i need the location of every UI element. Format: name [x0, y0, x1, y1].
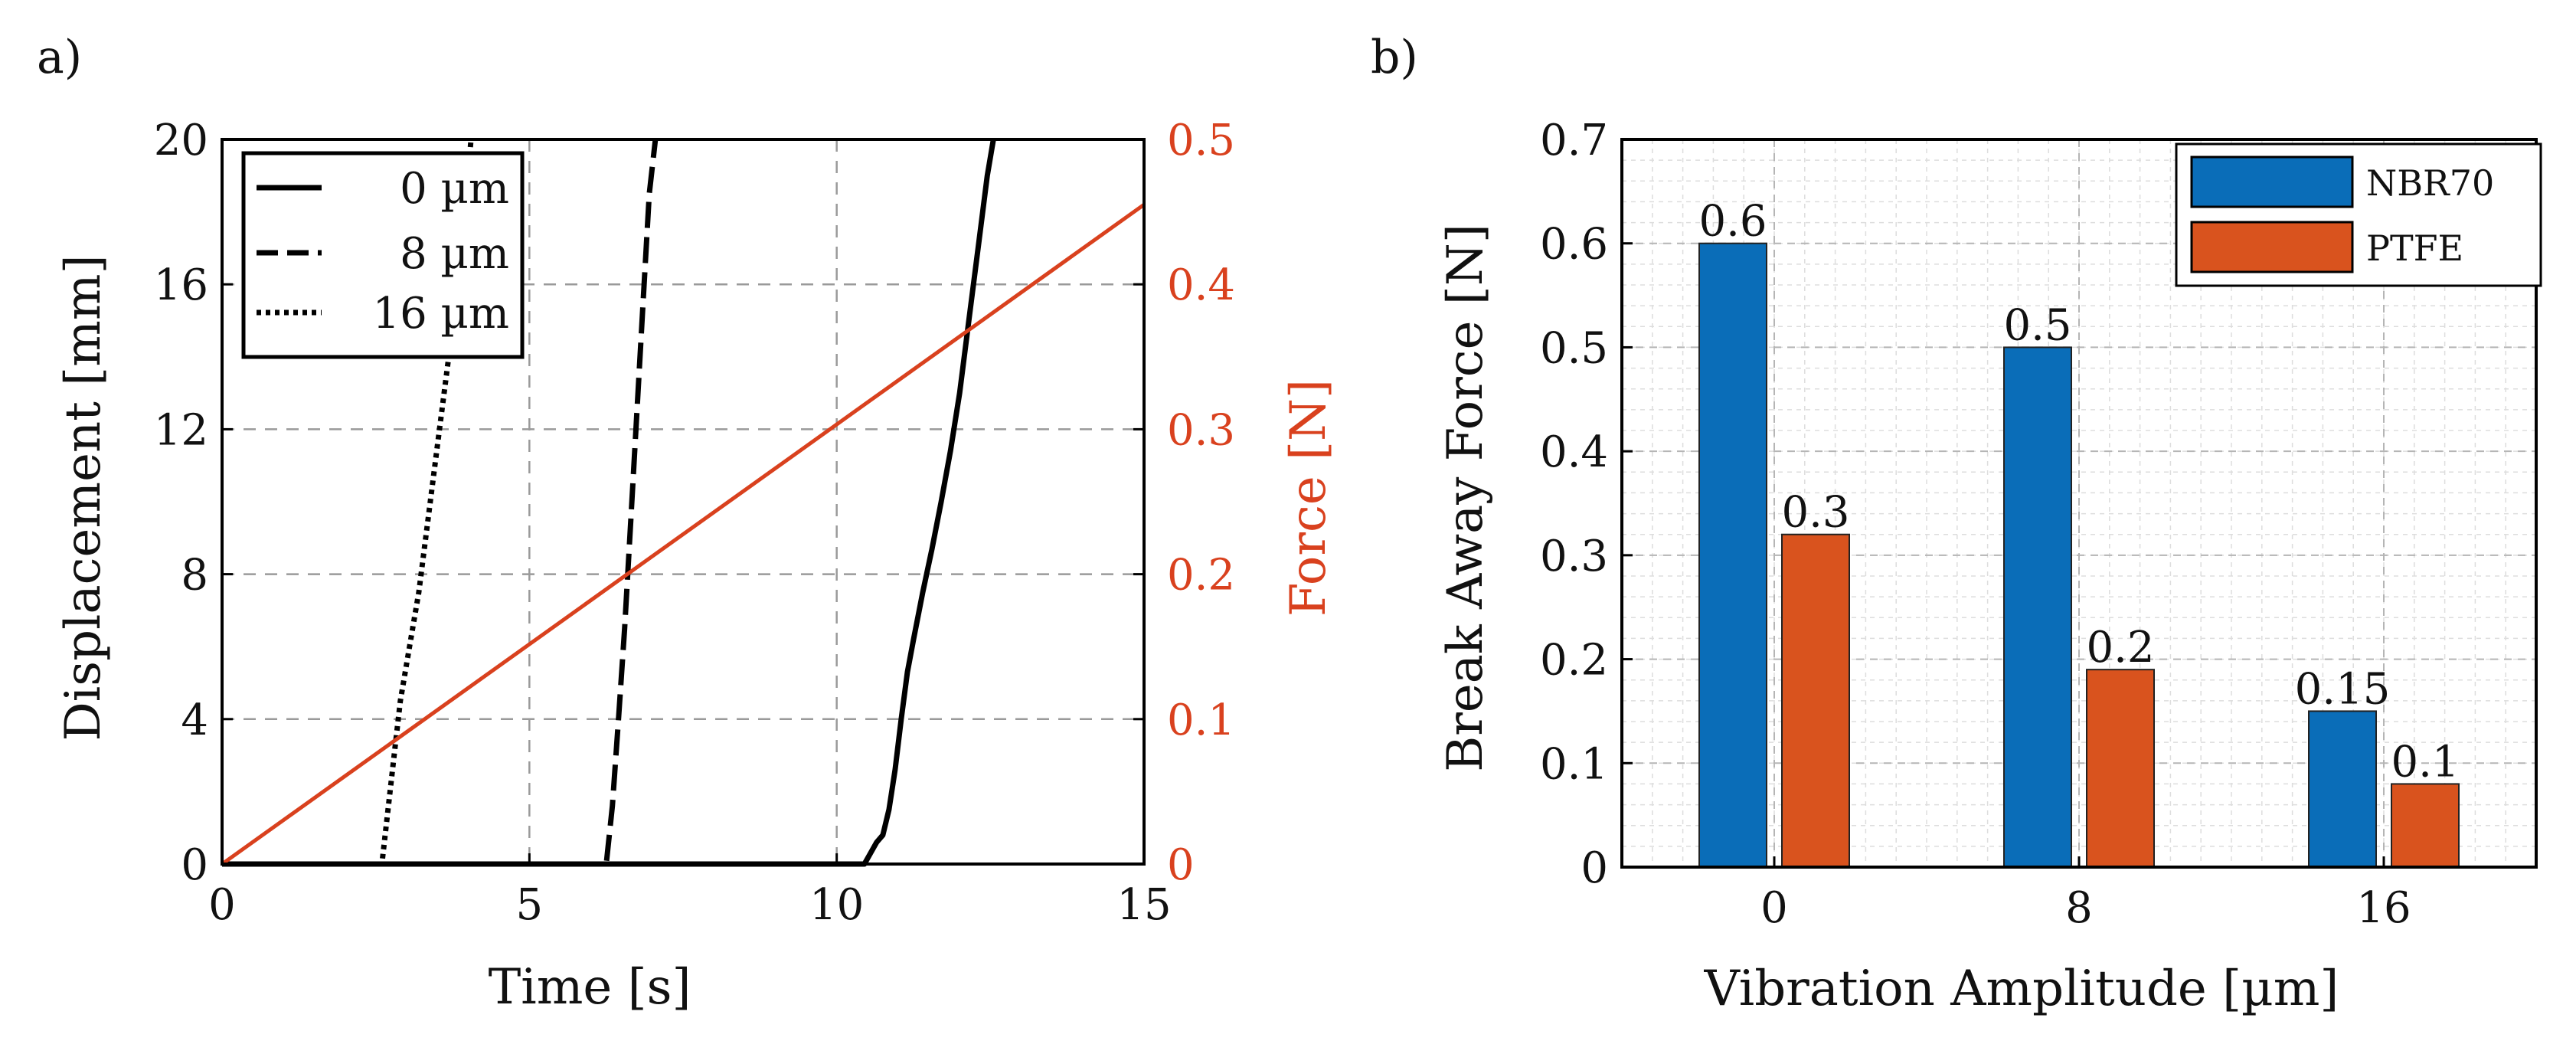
- y-tick-label: 0.2: [1540, 636, 1608, 686]
- y-tick-label: 16: [154, 260, 208, 310]
- legend-label-0um: 0 µm: [400, 164, 509, 214]
- panel-a-y2-axis-label: Force [N]: [1280, 379, 1337, 617]
- legend-label-16um: 16 µm: [372, 289, 509, 339]
- panel-b-y-axis-label: Break Away Force [N]: [1437, 224, 1494, 772]
- y-tick-label: 0.6: [1540, 220, 1608, 270]
- panel-b-ticks: 0 0.1 0.2 0.3 0.4 0.5 0.6 0.7 0 8 16: [1540, 116, 2411, 933]
- bar-ptfe-0: [1781, 533, 1850, 868]
- panel-b-bar-chart: b) 0.60.50.150.30.20.1 00.10.20.30.40.50…: [1371, 31, 2542, 1017]
- data-label-ptfe-8: 0.2: [2086, 623, 2154, 673]
- panel-b-label: b): [1371, 31, 1418, 84]
- bar-ptfe-8: [2086, 669, 2155, 869]
- bar-ptfe-16: [2391, 783, 2460, 869]
- series-line-0-m: [222, 139, 996, 867]
- data-label-ptfe-0: 0.3: [1781, 488, 1849, 538]
- legend-swatch-nbr70: [2190, 155, 2354, 208]
- y2-tick-label: 0: [1167, 840, 1195, 890]
- y-tick-label: 20: [154, 116, 208, 165]
- y2-tick-label: 0.1: [1167, 696, 1235, 745]
- bar-nbr70-0: [1698, 242, 1767, 868]
- series-line-force: [221, 203, 1146, 866]
- data-label-nbr70-0: 0.6: [1698, 197, 1767, 247]
- bar-nbr70-16: [2308, 710, 2377, 869]
- y-tick-label: 12: [154, 405, 208, 455]
- panel-a-plot-frame: [221, 138, 1146, 866]
- panel-a-grid: [222, 139, 1144, 864]
- y2-tick-label: 0.5: [1167, 116, 1235, 165]
- panel-b-x-axis-label: Vibration Amplitude [µm]: [1704, 961, 2339, 1017]
- x-tick-label: 10: [809, 880, 864, 930]
- panel-a-x-axis-label: Time [s]: [489, 959, 691, 1016]
- y2-tick-label: 0.4: [1167, 260, 1235, 310]
- bar-nbr70-8: [2003, 346, 2072, 868]
- x-tick-label: 15: [1116, 880, 1171, 930]
- data-label-nbr70-8: 0.5: [2003, 300, 2071, 350]
- x-tick-label: 0: [208, 880, 236, 930]
- y-tick-label: 0.3: [1540, 532, 1608, 581]
- x-tick-label: 0: [1760, 883, 1788, 933]
- panel-b-legend: NBR70 PTFE: [2175, 142, 2542, 287]
- y-tick-label: 0: [1581, 843, 1608, 893]
- y2-tick-label: 0.2: [1167, 551, 1235, 601]
- legend-label-ptfe: PTFE: [2366, 227, 2463, 269]
- legend-label-8um: 8 µm: [400, 229, 509, 279]
- data-label-nbr70-16: 0.15: [2295, 664, 2391, 714]
- x-tick-label: 8: [2065, 883, 2093, 933]
- y-tick-label: 0.4: [1540, 427, 1608, 477]
- panel-a-y-axis-label: Displacement [mm]: [55, 254, 112, 741]
- y-tick-label: 0.5: [1540, 323, 1608, 373]
- data-label-ptfe-16: 0.1: [2391, 737, 2459, 787]
- y-tick-label: 0.1: [1540, 739, 1608, 789]
- y-tick-label: 0.7: [1540, 116, 1608, 165]
- y-tick-label: 4: [181, 696, 208, 745]
- x-tick-label: 5: [516, 880, 544, 930]
- legend-swatch-ptfe: [2190, 221, 2354, 273]
- panel-a-legend: 0 µm 8 µm 16 µm: [241, 151, 525, 359]
- y-tick-label: 8: [181, 551, 208, 601]
- panel-a-label: a): [37, 31, 82, 84]
- legend-label-nbr70: NBR70: [2366, 162, 2494, 204]
- panel-b-bars: 0.6 0.5 0.15 0.3 0.2 0.1: [1698, 197, 2460, 869]
- y2-tick-label: 0.3: [1167, 405, 1235, 455]
- y-tick-label: 0: [181, 840, 208, 890]
- x-tick-label: 16: [2356, 883, 2411, 933]
